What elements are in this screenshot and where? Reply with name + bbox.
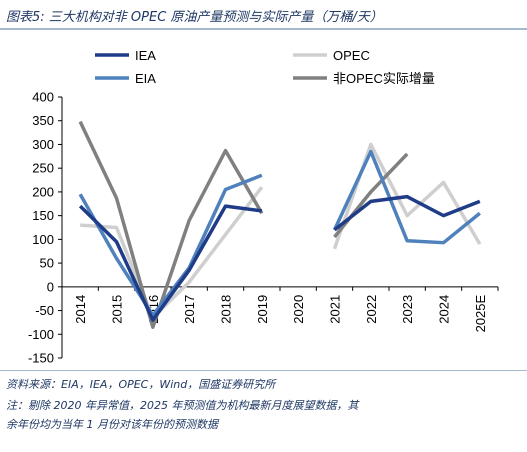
y-tick-label: 50 xyxy=(40,256,54,271)
y-tick-label: -50 xyxy=(35,303,54,318)
title-bar: 图表5: 三大机构对非 OPEC 原油产量预测与实际产量（万桶/天） xyxy=(0,0,527,32)
legend-label-2: EIA xyxy=(135,71,156,86)
y-tick-label: 300 xyxy=(32,137,54,152)
y-tick-label: 200 xyxy=(32,184,54,199)
y-tick-label: 150 xyxy=(32,208,54,223)
x-tick-label: 2018 xyxy=(219,295,234,324)
line-chart: -150 -100 -50 0 50 100 150 200 250 300 350 400 2014 2… xyxy=(28,48,499,366)
x-tick-label: 2020 xyxy=(291,295,306,324)
chart-legend: IEA OPEC EIA 非OPEC实际增量 xyxy=(95,48,435,86)
x-tick-label: 2019 xyxy=(255,295,270,324)
y-tick-label: 250 xyxy=(32,161,54,176)
series-line-1 xyxy=(80,186,264,320)
x-tick-label: 2014 xyxy=(73,295,88,324)
x-tick-label: 2024 xyxy=(437,295,452,324)
y-tick-label: -150 xyxy=(28,351,54,366)
y-tick-label: 0 xyxy=(47,279,54,294)
source-line-3: 余年份均为当年 1 月份对该年份的预测数据 xyxy=(6,418,218,431)
source-rule xyxy=(0,370,527,371)
series-line-2 xyxy=(332,149,481,245)
legend-label-1: OPEC xyxy=(333,48,370,63)
y-tick-label: -100 xyxy=(28,327,54,342)
series-line-0 xyxy=(78,204,263,322)
x-tick-label: 2015 xyxy=(110,295,125,324)
title-rule xyxy=(0,28,527,30)
x-tick-label: 2025E xyxy=(473,294,488,332)
x-tick-label: 2022 xyxy=(364,295,379,324)
series-line-0 xyxy=(333,194,481,232)
x-tick-label: 2021 xyxy=(328,295,343,324)
source-line-2: 注：剔除 2020 年异常值，2025 年预测值为机构最新月度展望数据，其 xyxy=(6,399,359,412)
x-tick-label: 2017 xyxy=(182,295,197,324)
legend-label-3: 非OPEC实际增量 xyxy=(333,71,435,86)
series-line-2 xyxy=(78,173,263,318)
y-tick-label: 100 xyxy=(32,232,54,247)
series-line-3 xyxy=(78,120,264,329)
legend-label-0: IEA xyxy=(135,48,156,63)
series-layer xyxy=(78,120,482,329)
y-tick-label: 400 xyxy=(32,90,54,105)
x-tick-label: 2023 xyxy=(400,295,415,324)
chart-title: 图表5: 三大机构对非 OPEC 原油产量预测与实际产量（万桶/天） xyxy=(6,10,383,25)
y-tick-label: 350 xyxy=(32,113,54,128)
source-line-1: 资料来源：EIA，IEA，OPEC，Wind，国盛证券研究所 xyxy=(6,378,276,391)
